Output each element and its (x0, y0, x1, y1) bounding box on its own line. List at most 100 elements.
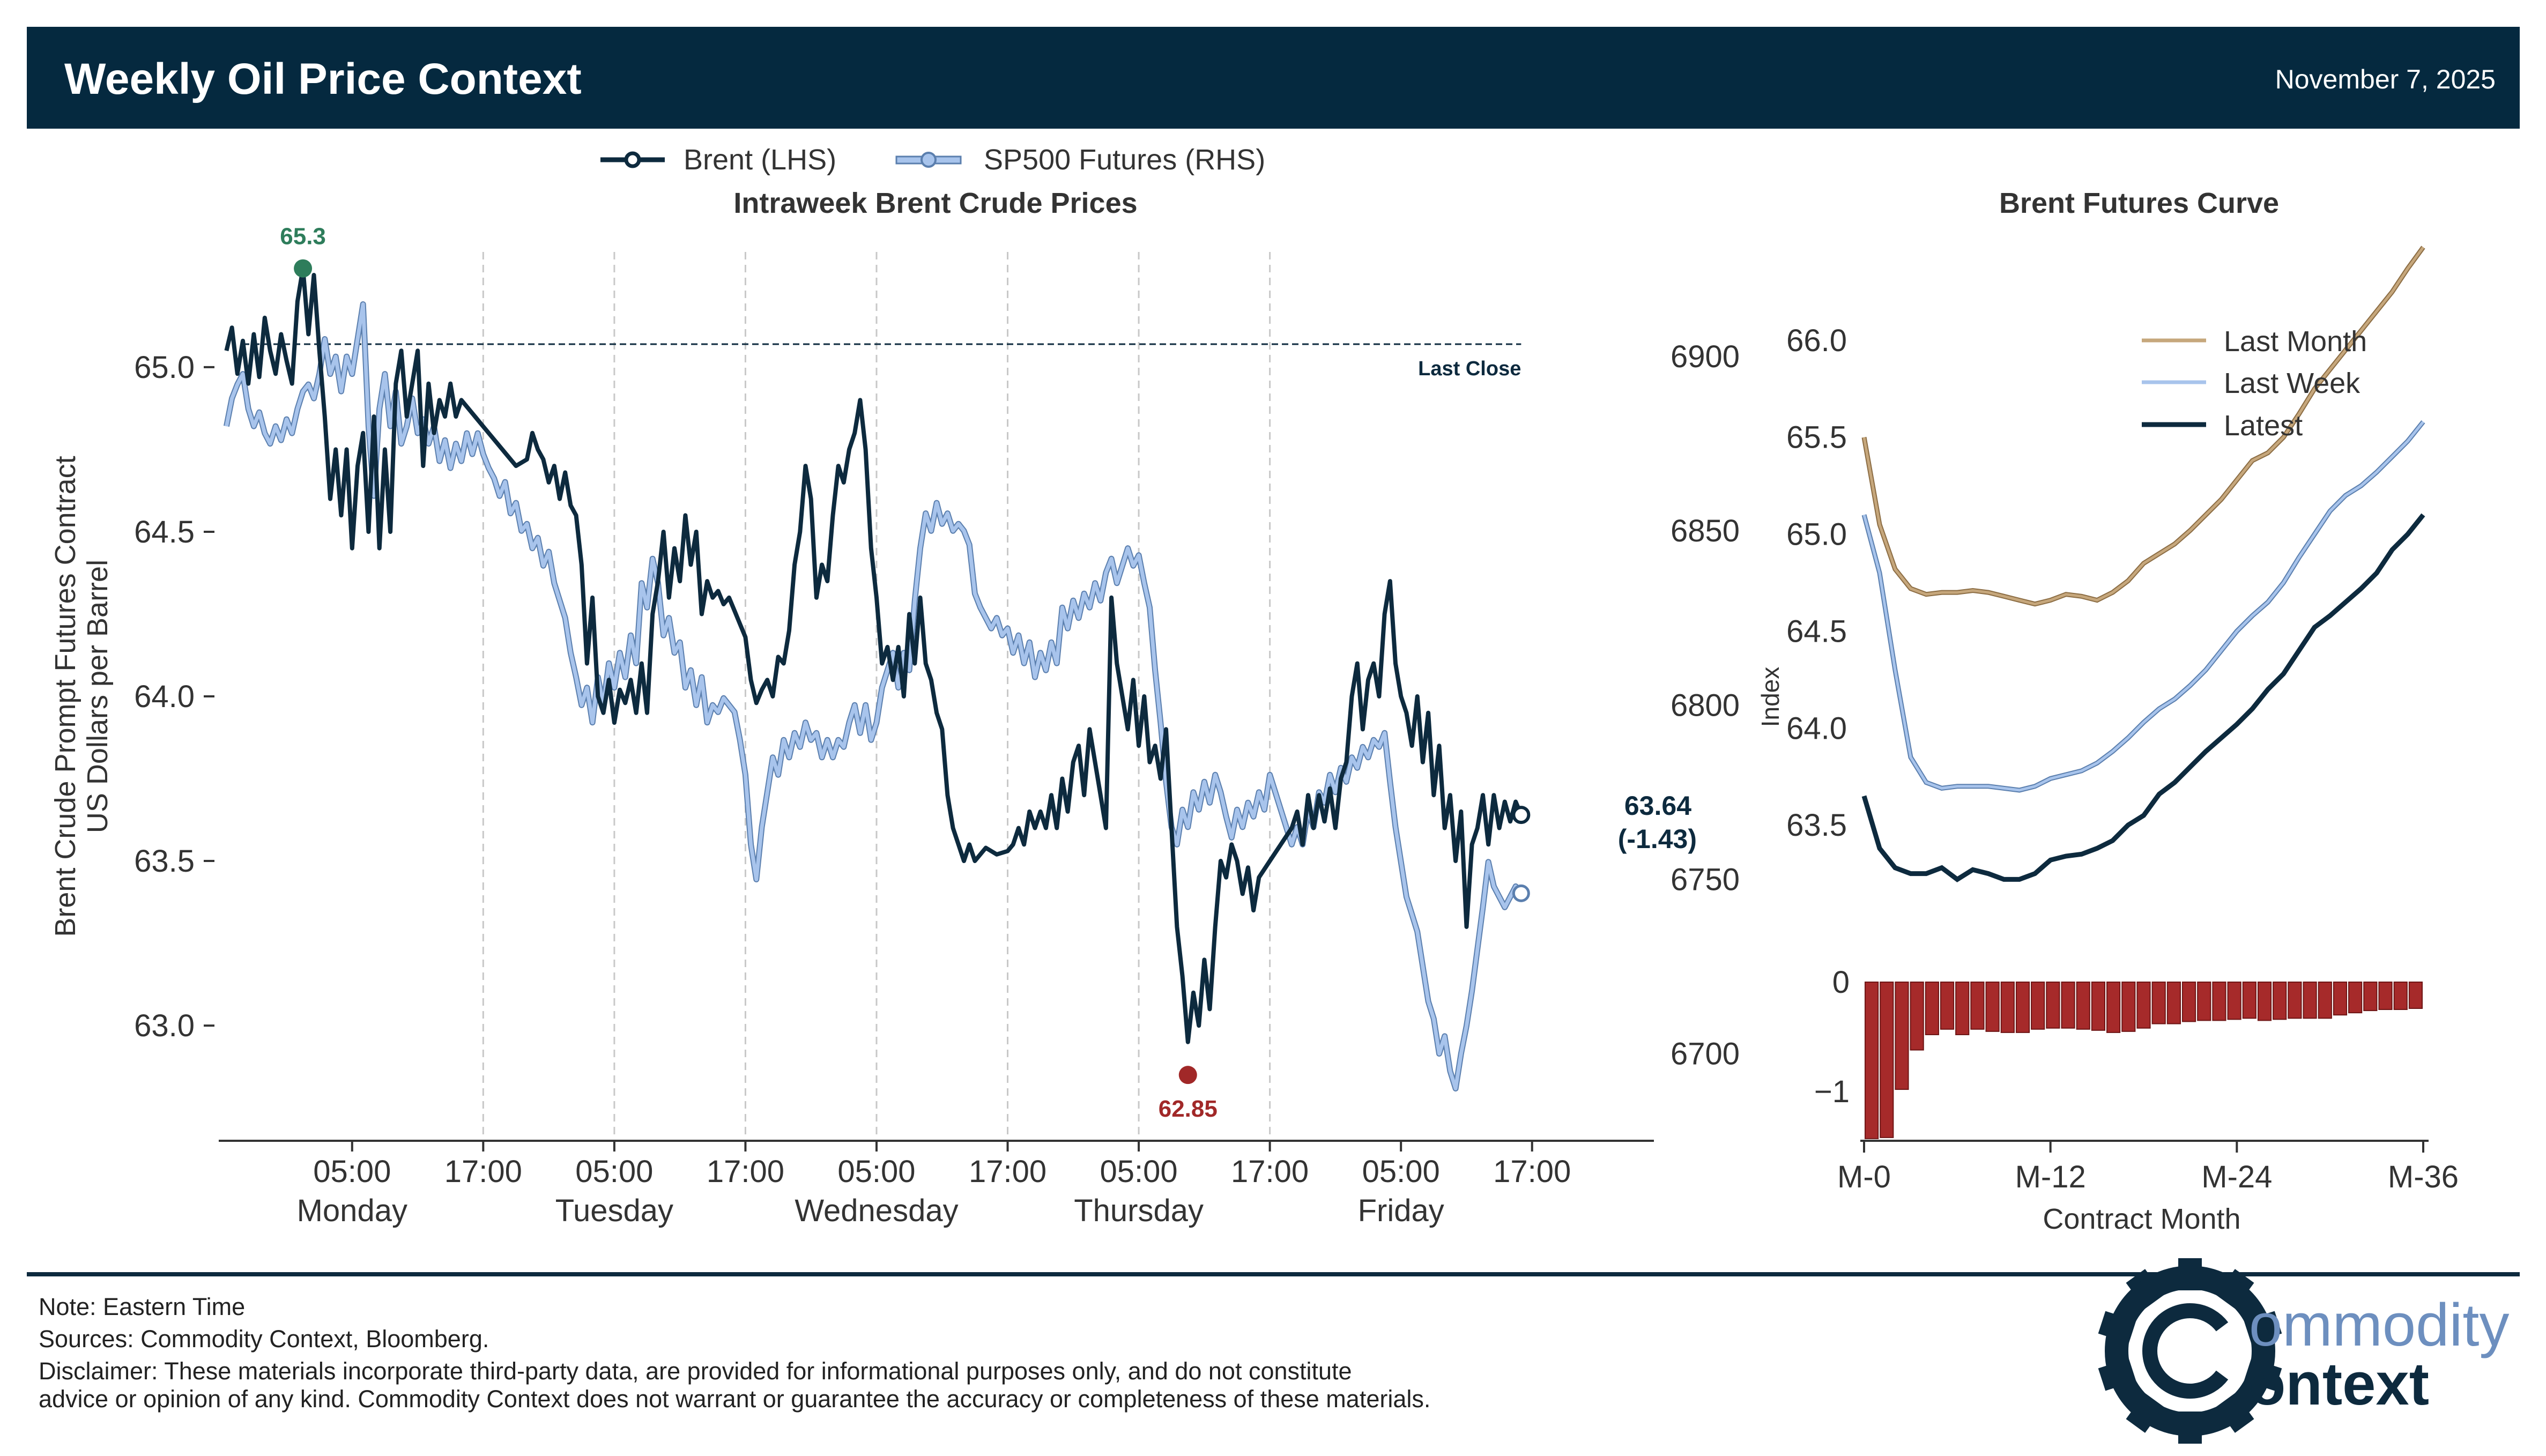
curve-latest-line (1861, 513, 2425, 882)
curve-x-tick-0: M-0 (1837, 1160, 1891, 1194)
curve-change-bar (2348, 982, 2363, 1014)
curve-change-bar (1925, 982, 1939, 1035)
curve-change-bar (2288, 982, 2302, 1019)
curve-change-bar (2303, 982, 2317, 1019)
x-tick-time-7: 17:00 (1231, 1154, 1309, 1189)
curve-x-tick-3: M-36 (2388, 1160, 2459, 1194)
y2-tick-label-1: 6750 (1671, 862, 1740, 897)
curve-y-tick-1: 64.0 (1786, 711, 1847, 746)
low-label: 62.85 (1159, 1096, 1218, 1122)
high-label: 65.3 (280, 224, 326, 250)
x-tick-time-0: 05:00 (313, 1154, 391, 1189)
curve-change-bar (2318, 982, 2332, 1019)
y2-tick-label-3: 6850 (1671, 514, 1740, 548)
y-tick-label-0: 63.0 (134, 1008, 195, 1043)
footer-disclaimer-2: advice or opinion of any kind. Commodity… (39, 1385, 1430, 1413)
curve-x-tick-2: M-24 (2201, 1160, 2272, 1194)
x-tick-day-2: Tuesday (555, 1193, 673, 1228)
x-tick-time-5: 17:00 (969, 1154, 1046, 1189)
x-tick-time-9: 17:00 (1493, 1154, 1571, 1189)
x-tick-day-4: Wednesday (795, 1193, 958, 1228)
curve-y-tick-2: 64.5 (1786, 614, 1847, 649)
gear-ring (2105, 1266, 2275, 1436)
curve-change-bar (2408, 982, 2423, 1009)
gear-icon (2098, 1258, 2282, 1444)
intraweek-axes: 63.0 63.5 64.0 64.5 65.0 6700 6750 6800 6850 6900… (49, 339, 1740, 1228)
last-close-line: Last Close (243, 343, 1521, 380)
curve-change-bar (1895, 982, 1909, 1090)
futures-curve-series (1861, 246, 2425, 882)
futures-curve-chart: Brent Futures Curve 63.5 64.0 64.5 65.0 65.5… (1756, 187, 2425, 882)
last-close-label: Last Close (1418, 358, 1521, 380)
page-title: Weekly Oil Price Context (64, 55, 582, 103)
curve-change-bar (2197, 982, 2211, 1021)
report-date: November 7, 2025 (2275, 64, 2496, 94)
curve-change-bar (1910, 982, 1924, 1051)
bar-y-tick-1: 0 (1832, 965, 1850, 1000)
curve-x-tick-1: M-12 (2015, 1160, 2086, 1194)
footer-sources: Sources: Commodity Context, Bloomberg. (39, 1325, 489, 1353)
curve-change-bar (2363, 982, 2378, 1012)
logo-text-commodity: ommodity (2249, 1291, 2509, 1358)
curve-change-bar (2121, 982, 2136, 1032)
curve-change-bar-series (1865, 982, 2423, 1139)
curve-change-bar (1865, 982, 1879, 1139)
curve-change-bar (2046, 982, 2060, 1029)
latest-value-label: 63.64 (1624, 791, 1691, 821)
curve-legend-label-0: Last Month (2224, 325, 2367, 358)
y-axis-label-line2: US Dollars per Barrel (81, 560, 114, 833)
series-brent-line (224, 266, 1524, 1044)
low-marker (1178, 1066, 1197, 1084)
x-tick-time-1: 17:00 (444, 1154, 522, 1189)
curve-change-bar (1940, 982, 1955, 1030)
curve-change-bar (1985, 982, 2000, 1032)
curve-change-bar (1880, 982, 1894, 1138)
curve-change-bar (2015, 982, 2030, 1033)
intraweek-series (224, 266, 1524, 1091)
x-tick-time-6: 05:00 (1100, 1154, 1178, 1189)
legend-brent-label: Brent (LHS) (684, 144, 836, 176)
curve-y-tick-3: 65.0 (1786, 517, 1847, 552)
curve-change-bar (2212, 982, 2226, 1021)
futures-curve-axes: 63.5 64.0 64.5 65.0 65.5 66.0 Index (1756, 323, 1847, 843)
curve-change-bar (1955, 982, 1970, 1035)
curve-change-bar (2106, 982, 2121, 1033)
curve-change-bar (2393, 982, 2408, 1011)
curve-last-week-line (1862, 421, 2424, 792)
sp500-latest-marker (1512, 884, 1530, 902)
gear-c-mark (2142, 1303, 2229, 1399)
curve-legend-label-2: Latest (2224, 410, 2303, 442)
curve-change-bar (2076, 982, 2090, 1030)
x-tick-day-8: Friday (1358, 1193, 1444, 1228)
x-tick-time-4: 05:00 (837, 1154, 915, 1189)
intraweek-gridlines (482, 252, 1271, 1141)
y-tick-label-1: 63.5 (134, 844, 195, 879)
curve-change-bar (2273, 982, 2287, 1020)
footer-note: Note: Eastern Time (39, 1293, 245, 1320)
curve-change-bar (2227, 982, 2241, 1020)
footer-disclaimer-1: Disclaimer: These materials incorporate … (39, 1357, 1352, 1385)
intraweek-chart: Intraweek Brent Crude Prices Last Close … (49, 187, 1740, 1228)
curve-change-bar (2031, 982, 2045, 1030)
x-tick-day-6: Thursday (1074, 1193, 1204, 1228)
y-tick-label-3: 64.5 (134, 515, 195, 549)
curve-change-bar (2257, 982, 2272, 1021)
intraweek-annotations: 65.3 62.85 63.64(-1.43) (280, 224, 1697, 1122)
curve-change-bar (2181, 982, 2196, 1022)
curve-last-month-line (1862, 246, 2425, 606)
curve-change-bars: −1 0 M-0 M-12 M-24 M-36 Contract Month (1814, 965, 2459, 1235)
curve-legend-label-1: Last Week (2224, 367, 2361, 399)
y2-tick-label-4: 6900 (1671, 339, 1740, 374)
y-tick-label-4: 65.0 (134, 350, 195, 385)
curve-y-axis-label: Index (1756, 667, 1784, 727)
curve-change-bar (2378, 982, 2393, 1011)
latest-change-label: (-1.43) (1618, 824, 1697, 854)
legend-sp500-label: SP500 Futures (RHS) (984, 144, 1265, 176)
curve-change-bar (2166, 982, 2181, 1024)
curve-y-tick-5: 66.0 (1786, 323, 1847, 358)
y2-tick-label-2: 6800 (1671, 688, 1740, 723)
curve-change-bar (2333, 982, 2348, 1016)
curve-y-tick-4: 65.5 (1786, 420, 1847, 455)
futures-curve-title: Brent Futures Curve (1999, 187, 2279, 219)
